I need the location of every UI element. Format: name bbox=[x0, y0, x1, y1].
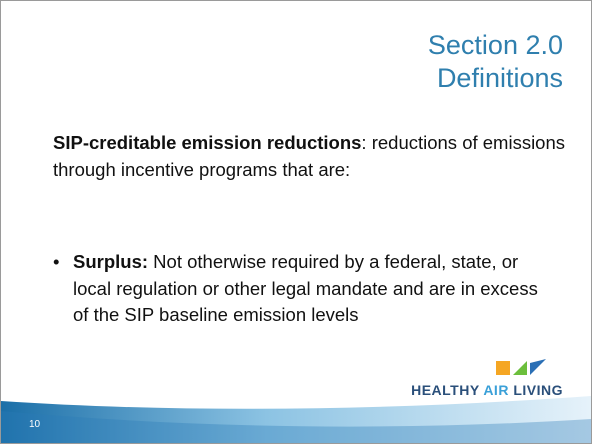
bottom-swoosh-shade bbox=[1, 411, 591, 443]
logo-icon bbox=[530, 359, 546, 375]
bottom-swoosh bbox=[1, 396, 591, 443]
bullet-item: • Surplus: Not otherwise required by a fe… bbox=[53, 249, 553, 329]
logo-icon bbox=[496, 361, 510, 375]
logo-icon bbox=[513, 361, 527, 375]
logo-text: LIVING bbox=[513, 382, 563, 398]
term: SIP-creditable emission reductions bbox=[53, 132, 362, 153]
bullet-dot: • bbox=[53, 251, 60, 272]
text: Not otherwise required by a federal, sta… bbox=[73, 251, 538, 325]
intro-paragraph: SIP-creditable emission reductions: redu… bbox=[53, 129, 583, 183]
logo: HEALTHY AIR LIVING bbox=[411, 382, 563, 398]
term: Surplus: bbox=[73, 251, 149, 272]
logo-text: AIR bbox=[483, 382, 509, 398]
slide-title: Section 2.0 bbox=[427, 30, 563, 60]
slide-title: Definitions bbox=[436, 63, 563, 93]
text: : reductions of emissions through incent… bbox=[53, 132, 566, 180]
logo-text: HEALTHY bbox=[411, 382, 480, 398]
page-number: 10 bbox=[29, 419, 41, 430]
